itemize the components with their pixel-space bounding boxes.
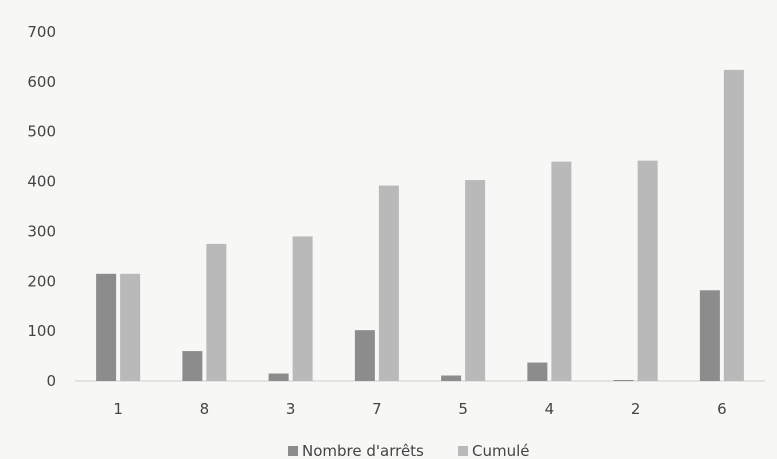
x-tick-label: 1 — [113, 400, 123, 418]
bar-cumule-3 — [292, 236, 313, 381]
x-axis: 1 8 3 7 5 4 2 6 — [75, 380, 765, 418]
x-tick-label: 3 — [286, 400, 296, 418]
x-tick-label: 5 — [458, 400, 468, 418]
y-tick-label: 300 — [27, 222, 56, 240]
bar-cumule-6 — [723, 69, 744, 382]
bar-cumule-1 — [120, 273, 141, 381]
bar-cumule-5 — [465, 180, 486, 381]
y-tick-label: 400 — [27, 173, 56, 191]
y-tick-label: 600 — [27, 73, 56, 91]
x-tick-label: 7 — [372, 400, 382, 418]
bar-arrets-7 — [354, 330, 375, 381]
y-tick-label: 100 — [27, 322, 56, 340]
bar-arrets-6 — [699, 290, 720, 381]
legend: Nombre d'arrêts Cumulé — [288, 442, 530, 459]
bar-arrets-8 — [182, 351, 203, 381]
y-tick-label: 0 — [46, 372, 56, 390]
bar-cumule-8 — [206, 243, 227, 381]
legend-label-1: Cumulé — [472, 442, 530, 459]
bar-cumule-2 — [637, 160, 658, 381]
legend-swatch-0 — [288, 446, 298, 456]
bars-group — [96, 69, 744, 382]
bar-cumule-7 — [378, 185, 399, 381]
x-tick-label: 6 — [717, 400, 727, 418]
bar-arrets-5 — [441, 375, 462, 381]
legend-swatch-1 — [458, 446, 468, 456]
y-tick-label: 500 — [27, 123, 56, 141]
bar-arrets-4 — [527, 362, 548, 381]
bar-arrets-1 — [96, 273, 117, 381]
legend-label-0: Nombre d'arrêts — [302, 442, 424, 459]
y-tick-label: 700 — [27, 23, 56, 41]
x-tick-label: 8 — [200, 400, 210, 418]
bar-arrets-3 — [268, 373, 289, 381]
bar-cumule-4 — [551, 161, 572, 381]
bar-arrets-2 — [613, 380, 634, 381]
y-axis: 0 100 200 300 400 500 600 700 — [27, 23, 56, 390]
y-tick-label: 200 — [27, 272, 56, 290]
x-tick-label: 2 — [631, 400, 641, 418]
x-tick-label: 4 — [545, 400, 555, 418]
